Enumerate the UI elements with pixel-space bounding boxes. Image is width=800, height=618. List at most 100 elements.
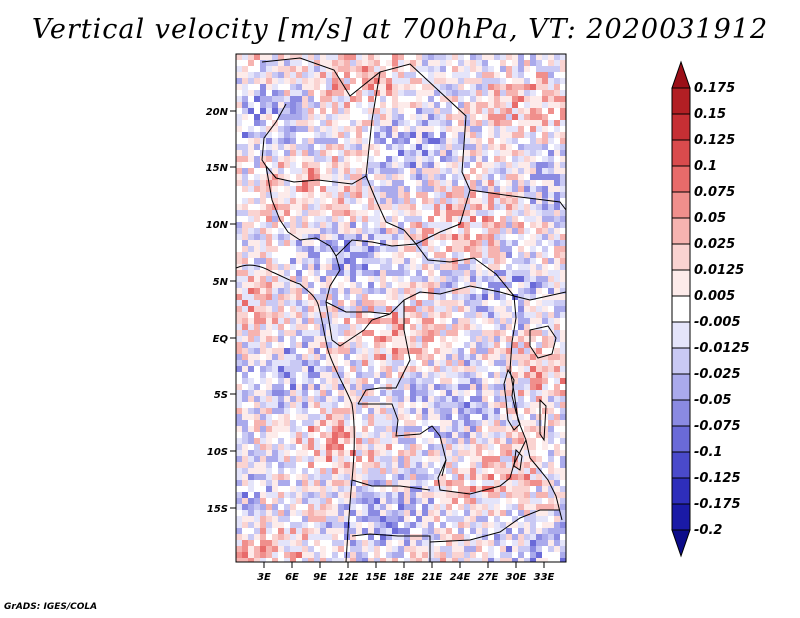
field-cell — [302, 558, 308, 562]
field-cell — [506, 162, 512, 168]
field-cell — [272, 258, 278, 264]
field-cell — [404, 528, 410, 534]
field-cell — [440, 360, 446, 366]
field-cell — [554, 510, 560, 516]
field-cell — [506, 246, 512, 252]
field-cell — [236, 54, 242, 60]
field-cell — [410, 468, 416, 474]
field-cell — [458, 336, 464, 342]
field-cell — [320, 504, 326, 510]
field-cell — [404, 480, 410, 486]
field-cell — [242, 360, 248, 366]
colorbar-swatch — [671, 425, 691, 453]
field-cell — [266, 324, 272, 330]
field-cell — [536, 54, 542, 60]
field-cell — [470, 192, 476, 198]
field-cell — [338, 444, 344, 450]
field-cell — [284, 198, 290, 204]
field-cell — [404, 504, 410, 510]
field-cell — [248, 444, 254, 450]
field-cell — [272, 342, 278, 348]
field-cell — [386, 378, 392, 384]
field-cell — [302, 492, 308, 498]
field-cell — [530, 192, 536, 198]
field-cell — [260, 192, 266, 198]
field-cell — [290, 186, 296, 192]
field-cell — [518, 306, 524, 312]
field-cell — [494, 480, 500, 486]
field-cell — [254, 342, 260, 348]
border-line — [415, 243, 566, 301]
field-cell — [470, 246, 476, 252]
field-cell — [290, 318, 296, 324]
field-cell — [386, 234, 392, 240]
field-cell — [254, 408, 260, 414]
field-cell — [332, 540, 338, 546]
colorbar: 0.1750.150.1250.10.0750.050.0250.01250.0… — [671, 60, 750, 558]
field-cell — [254, 468, 260, 474]
field-cell — [488, 504, 494, 510]
field-cell — [506, 156, 512, 162]
field-cell — [398, 186, 404, 192]
field-cell — [380, 270, 386, 276]
field-cell — [290, 66, 296, 72]
field-cell — [404, 234, 410, 240]
field-cell — [296, 330, 302, 336]
field-cell — [296, 198, 302, 204]
field-cell — [356, 312, 362, 318]
field-cell — [362, 288, 368, 294]
field-cell — [410, 300, 416, 306]
field-cell — [260, 60, 266, 66]
field-cell — [500, 450, 506, 456]
field-cell — [530, 540, 536, 546]
field-cell — [344, 66, 350, 72]
field-cell — [422, 90, 428, 96]
field-cell — [404, 468, 410, 474]
field-cell — [332, 378, 338, 384]
field-cell — [524, 330, 530, 336]
field-cell — [488, 414, 494, 420]
field-cell — [482, 312, 488, 318]
field-cell — [392, 528, 398, 534]
field-cell — [248, 300, 254, 306]
field-cell — [500, 318, 506, 324]
field-cell — [404, 378, 410, 384]
field-cell — [326, 408, 332, 414]
field-cell — [260, 372, 266, 378]
field-cell — [368, 294, 374, 300]
field-cell — [482, 114, 488, 120]
field-cell — [380, 336, 386, 342]
field-cell — [560, 66, 566, 72]
field-cell — [332, 474, 338, 480]
field-cell — [410, 474, 416, 480]
field-cell — [560, 240, 566, 246]
field-cell — [554, 138, 560, 144]
field-cell — [524, 186, 530, 192]
field-cell — [392, 282, 398, 288]
field-cell — [290, 192, 296, 198]
field-cell — [494, 270, 500, 276]
field-cell — [428, 468, 434, 474]
field-cell — [464, 138, 470, 144]
field-cell — [314, 54, 320, 60]
field-cell — [314, 324, 320, 330]
field-cell — [434, 432, 440, 438]
field-cell — [554, 450, 560, 456]
field-cell — [476, 102, 482, 108]
field-cell — [368, 414, 374, 420]
field-cell — [386, 210, 392, 216]
field-cell — [548, 516, 554, 522]
field-cell — [554, 258, 560, 264]
field-cell — [536, 228, 542, 234]
field-cell — [536, 522, 542, 528]
field-cell — [542, 138, 548, 144]
field-cell — [416, 390, 422, 396]
field-cell — [512, 528, 518, 534]
field-cell — [458, 426, 464, 432]
field-cell — [362, 336, 368, 342]
velocity-field — [236, 54, 566, 562]
field-cell — [404, 510, 410, 516]
field-cell — [464, 60, 470, 66]
field-cell — [314, 528, 320, 534]
field-cell — [542, 66, 548, 72]
